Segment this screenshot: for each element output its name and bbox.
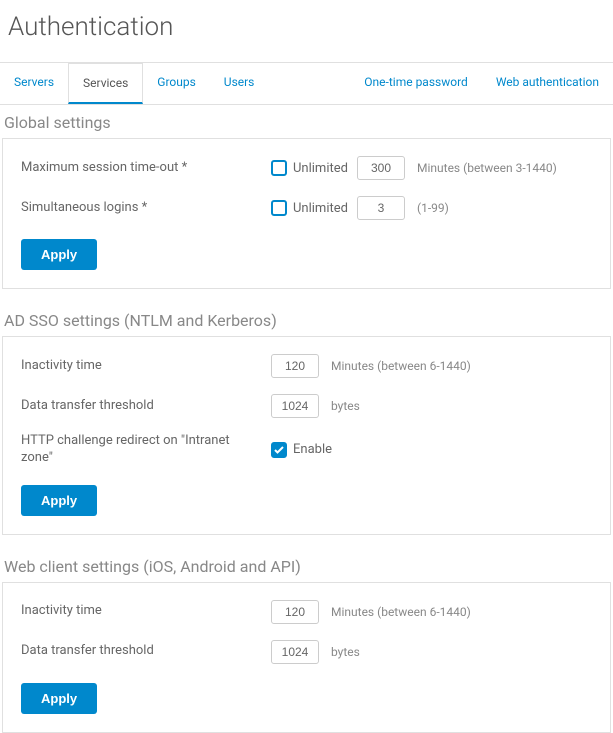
max-session-hint: Minutes (between 3-1440) bbox=[417, 161, 557, 175]
adsso-http-label: HTTP challenge redirect on "Intranet zon… bbox=[21, 433, 271, 467]
adsso-threshold-hint: bytes bbox=[331, 399, 360, 413]
max-session-label: Maximum session time-out * bbox=[21, 160, 271, 177]
webclient-inactivity-hint: Minutes (between 6-1440) bbox=[331, 605, 471, 619]
tab-web-authentication[interactable]: Web authentication bbox=[482, 63, 613, 104]
sim-logins-label: Simultaneous logins * bbox=[21, 200, 271, 217]
webclient-inactivity-label: Inactivity time bbox=[21, 603, 271, 620]
webclient-threshold-hint: bytes bbox=[331, 645, 360, 659]
sim-logins-unlimited-checkbox[interactable] bbox=[271, 200, 287, 216]
check-icon bbox=[273, 444, 285, 456]
adsso-inactivity-input[interactable] bbox=[271, 354, 319, 378]
adsso-inactivity-hint: Minutes (between 6-1440) bbox=[331, 359, 471, 373]
adsso-http-enable-label: Enable bbox=[293, 442, 332, 457]
webclient-threshold-input[interactable] bbox=[271, 640, 319, 664]
max-session-input[interactable] bbox=[357, 156, 405, 180]
adsso-section: Inactivity time Minutes (between 6-1440)… bbox=[2, 336, 611, 535]
tab-bar: Servers Services Groups Users One-time p… bbox=[0, 63, 613, 105]
webclient-header: Web client settings (iOS, Android and AP… bbox=[0, 549, 613, 582]
tab-services[interactable]: Services bbox=[68, 63, 143, 104]
tab-groups[interactable]: Groups bbox=[143, 63, 210, 104]
tab-servers[interactable]: Servers bbox=[0, 63, 68, 104]
tab-users[interactable]: Users bbox=[210, 63, 269, 104]
max-session-unlimited-checkbox[interactable] bbox=[271, 160, 287, 176]
adsso-threshold-input[interactable] bbox=[271, 394, 319, 418]
max-session-unlimited-label: Unlimited bbox=[293, 161, 348, 176]
global-apply-button[interactable]: Apply bbox=[21, 239, 97, 270]
webclient-apply-button[interactable]: Apply bbox=[21, 683, 97, 714]
webclient-inactivity-input[interactable] bbox=[271, 600, 319, 624]
adsso-header: AD SSO settings (NTLM and Kerberos) bbox=[0, 303, 613, 336]
adsso-http-enable-checkbox[interactable] bbox=[271, 442, 287, 458]
webclient-threshold-label: Data transfer threshold bbox=[21, 643, 271, 660]
page-title: Authentication bbox=[0, 0, 613, 63]
tab-one-time-password[interactable]: One-time password bbox=[350, 63, 482, 104]
sim-logins-unlimited-label: Unlimited bbox=[293, 201, 348, 216]
adsso-threshold-label: Data transfer threshold bbox=[21, 398, 271, 415]
global-settings-section: Maximum session time-out * Unlimited Min… bbox=[2, 138, 611, 289]
webclient-section: Inactivity time Minutes (between 6-1440)… bbox=[2, 582, 611, 733]
adsso-inactivity-label: Inactivity time bbox=[21, 358, 271, 375]
sim-logins-hint: (1-99) bbox=[417, 201, 449, 215]
global-settings-header: Global settings bbox=[0, 105, 613, 138]
sim-logins-input[interactable] bbox=[357, 196, 405, 220]
adsso-apply-button[interactable]: Apply bbox=[21, 485, 97, 516]
